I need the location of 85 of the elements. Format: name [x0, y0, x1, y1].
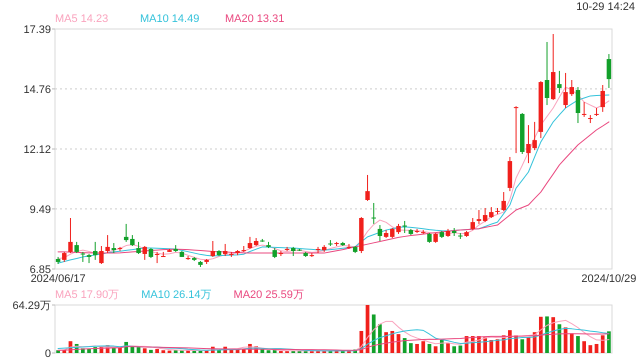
x-tick-label: 2024/06/17	[30, 273, 86, 285]
bar	[434, 346, 438, 353]
candlestick	[470, 217, 475, 231]
bar	[446, 343, 450, 353]
text: 10-29 14:24	[576, 1, 635, 13]
bar	[149, 350, 153, 353]
line-series	[58, 333, 610, 351]
candlestick	[99, 246, 104, 264]
candlestick	[526, 124, 531, 164]
candlestick	[136, 241, 141, 254]
candlestick	[427, 232, 432, 244]
bar	[576, 336, 580, 353]
candlestick	[600, 84, 605, 112]
y-tick-label: 14.76	[23, 84, 51, 96]
text: MA5 14.23	[55, 13, 108, 25]
candlestick	[74, 241, 79, 254]
candlestick	[93, 241, 98, 260]
candlestick	[86, 253, 92, 264]
text: MA10 26.14万	[141, 289, 212, 301]
candlestick	[80, 251, 86, 262]
candlestick	[582, 102, 586, 118]
bar	[409, 343, 413, 353]
candlestick	[112, 242, 116, 254]
bar	[564, 327, 568, 353]
bar	[421, 341, 426, 353]
bar	[570, 333, 574, 353]
text: MA10 14.49	[140, 13, 200, 25]
candlestick	[402, 220, 407, 234]
candlestick	[365, 174, 370, 202]
y-tick-label: 12.12	[23, 144, 51, 156]
candlestick	[148, 248, 154, 259]
bar	[558, 324, 562, 353]
bar	[607, 331, 611, 353]
bar	[266, 350, 270, 353]
bar	[242, 349, 246, 353]
candlestick	[532, 121, 537, 151]
y-tick-label: 6.85	[30, 264, 51, 276]
candlestick	[433, 232, 438, 244]
candlestick	[68, 217, 73, 254]
candlestick	[606, 54, 612, 88]
candlestick	[476, 210, 482, 224]
bar	[87, 349, 91, 353]
bar	[161, 350, 166, 353]
candlestick	[222, 243, 228, 257]
y-tick-label: 0	[44, 348, 51, 360]
candlestick	[501, 192, 506, 212]
bar	[594, 344, 598, 353]
candlestick	[576, 86, 580, 124]
candlestick	[372, 202, 376, 224]
bar	[458, 346, 462, 353]
candlestick	[105, 234, 110, 254]
candlestick	[514, 106, 518, 154]
bar	[415, 344, 419, 353]
bar	[520, 339, 524, 353]
bar	[496, 339, 500, 353]
line-series	[58, 328, 610, 352]
bar	[366, 305, 370, 353]
candlestick	[378, 224, 382, 242]
y-tick-label: 64.29万	[12, 300, 51, 312]
text: MA20 25.59万	[234, 289, 304, 301]
bar	[155, 349, 159, 353]
candlestick	[210, 240, 216, 258]
bar	[142, 348, 147, 353]
y-tick-label: 17.39	[23, 24, 51, 36]
bar	[452, 346, 456, 353]
y-tick-label: 9.49	[30, 204, 51, 216]
text: MA20 13.31	[225, 13, 284, 25]
bar	[582, 341, 586, 353]
bar	[378, 324, 382, 353]
bar	[396, 334, 400, 353]
candlestick	[248, 236, 252, 250]
candlestick	[154, 251, 160, 264]
text: MA5 17.90万	[55, 289, 120, 301]
bar	[428, 344, 432, 353]
bar	[136, 347, 140, 353]
candlestick	[272, 248, 277, 259]
bar	[545, 316, 549, 353]
bar	[588, 345, 592, 353]
candlestick	[62, 251, 67, 262]
bar	[118, 348, 122, 353]
candlestick	[142, 246, 147, 260]
bar	[526, 337, 530, 353]
x-tick-label: 2024/10/29	[581, 273, 636, 285]
candlestick	[544, 41, 550, 106]
candlestick	[557, 70, 562, 94]
